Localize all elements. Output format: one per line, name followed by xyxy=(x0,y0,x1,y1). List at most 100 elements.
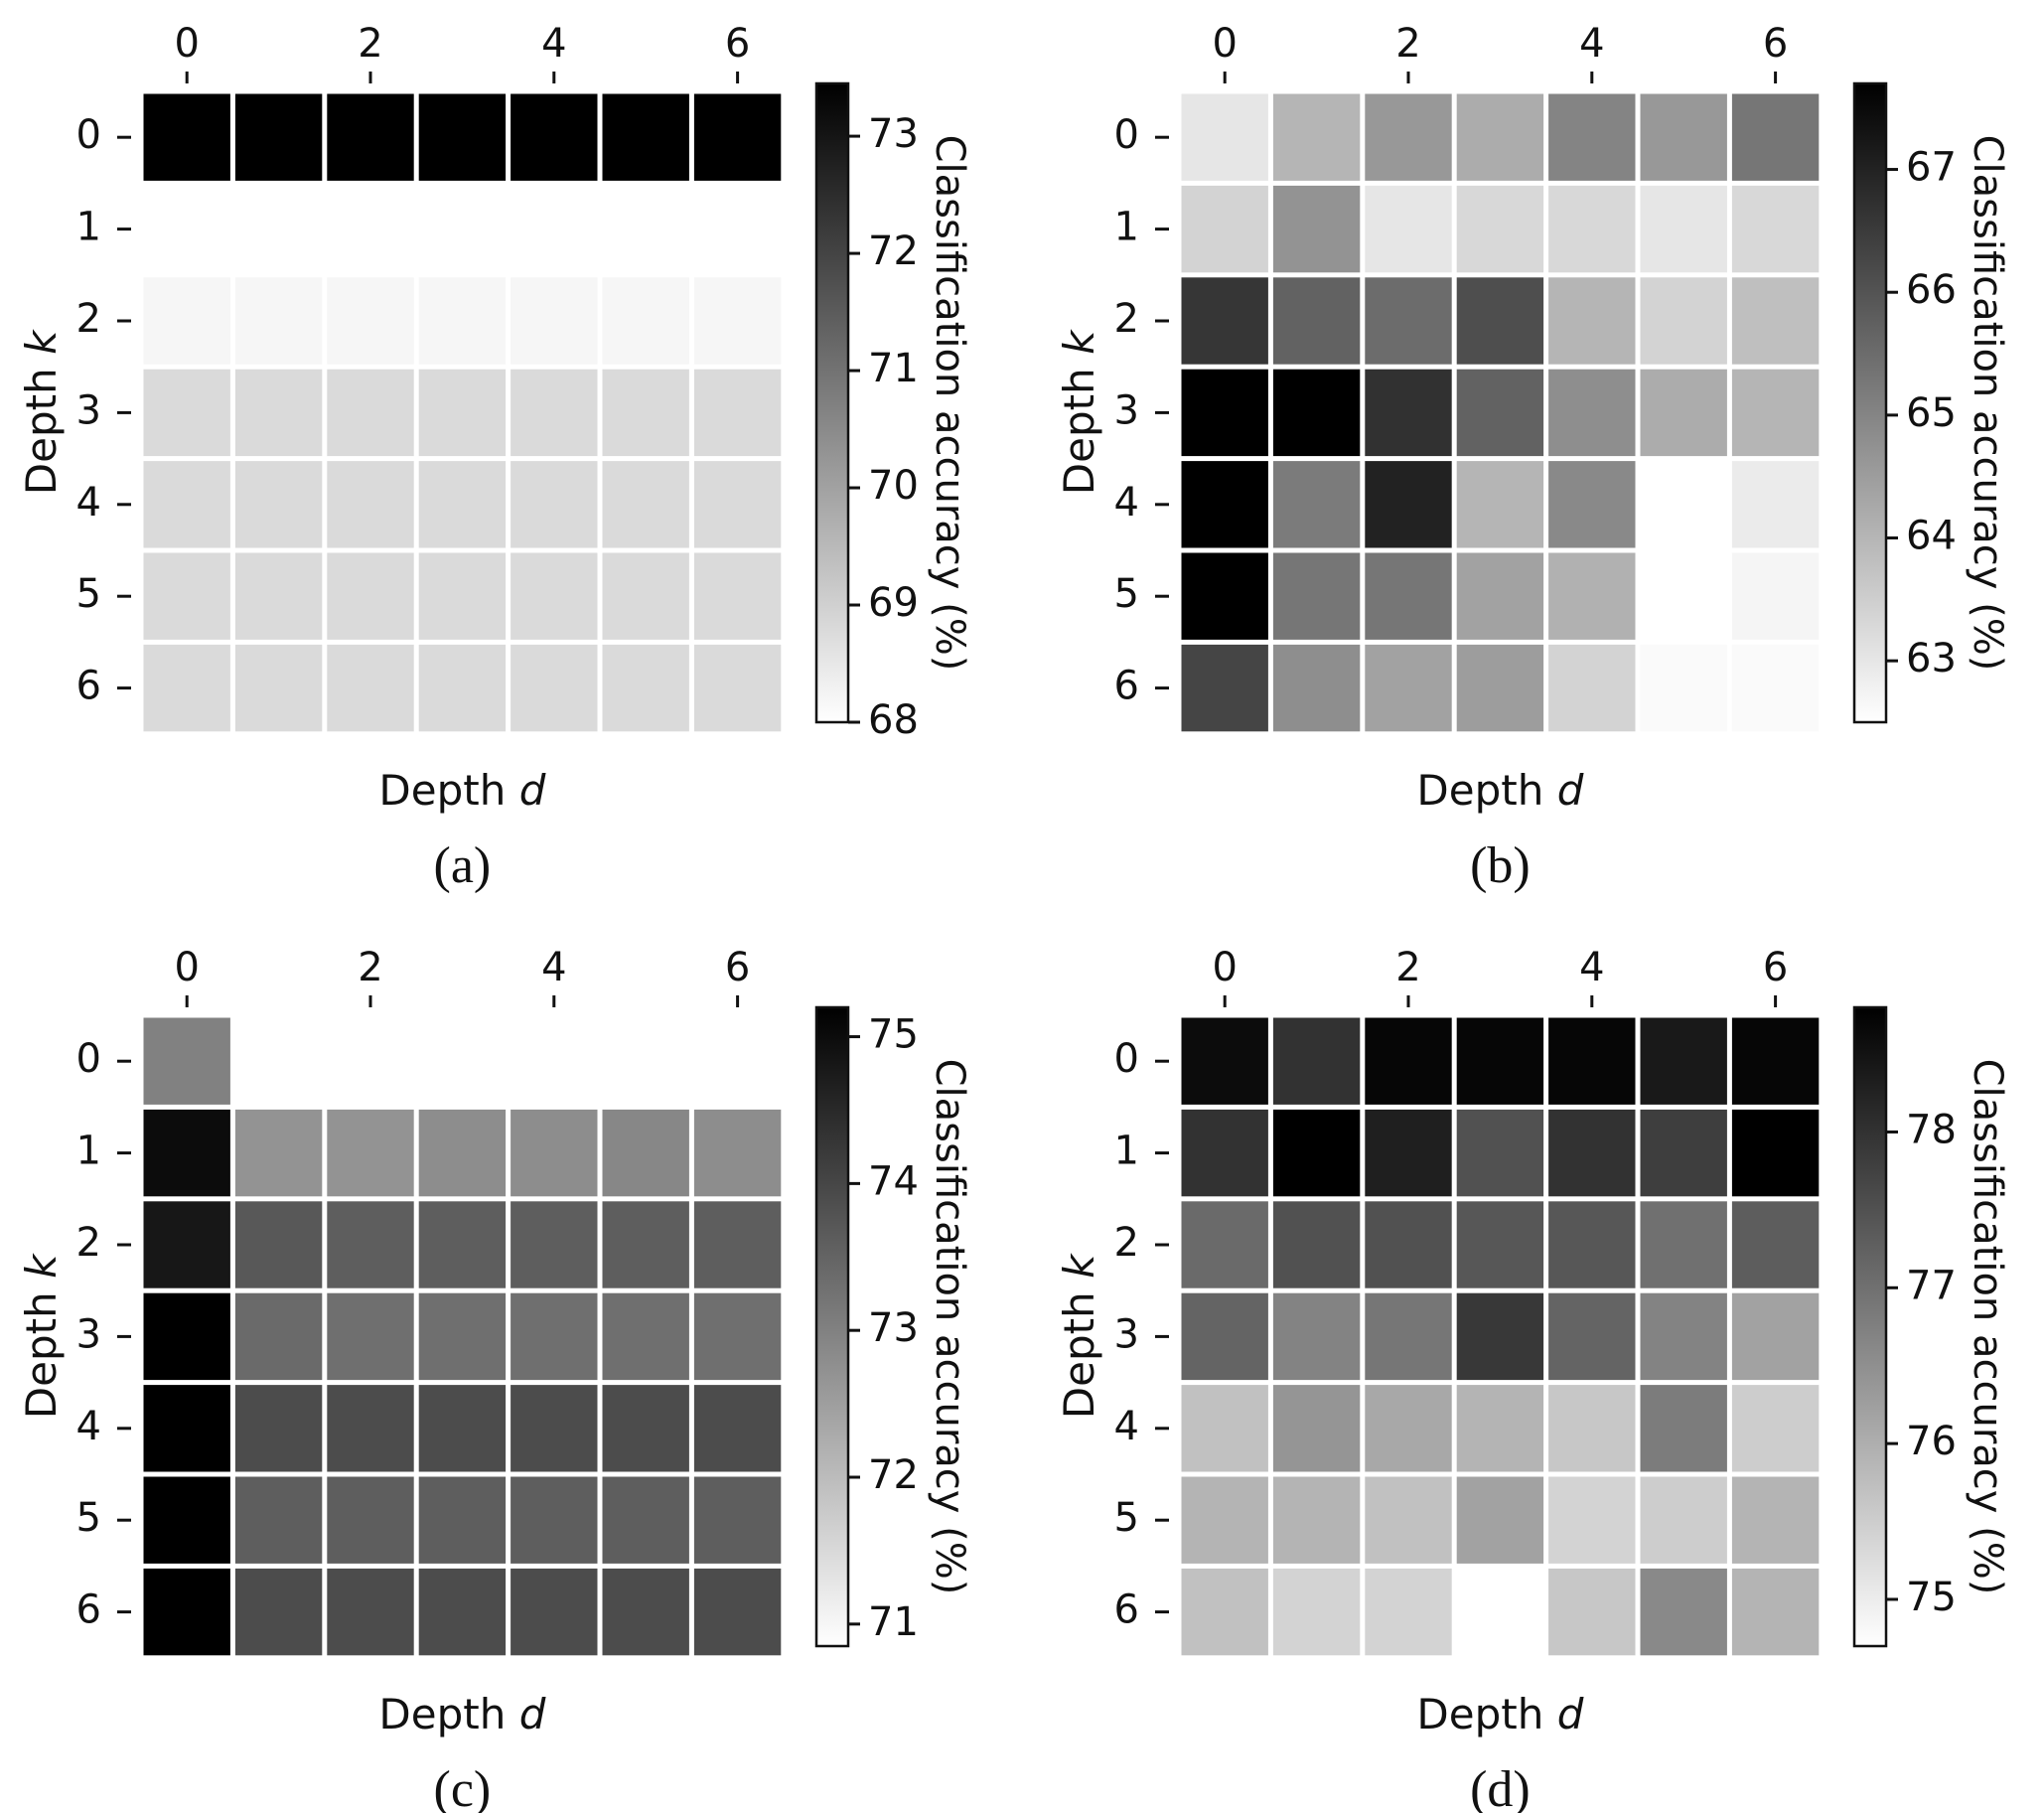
heatmap-cell xyxy=(1548,277,1636,365)
heatmap-cell xyxy=(418,644,507,732)
y-tick-label: 3 xyxy=(1114,387,1139,433)
heatmap-cell xyxy=(418,1292,507,1381)
y-tick-label: 4 xyxy=(1114,480,1139,526)
heatmap-cell xyxy=(1365,1568,1452,1656)
heatmap-cell xyxy=(143,369,230,457)
heatmap-cell xyxy=(1272,1568,1361,1656)
heatmap-cell xyxy=(1456,369,1544,457)
heatmap-cell xyxy=(511,552,598,640)
colorbar xyxy=(1852,81,1888,724)
heatmap-cell xyxy=(418,1568,507,1656)
heatmap-cell xyxy=(1365,1292,1452,1381)
heatmap-cell xyxy=(234,369,323,457)
heatmap-cell xyxy=(418,552,507,640)
heatmap-cell xyxy=(511,1385,598,1472)
heatmap-cell xyxy=(327,1476,414,1564)
heatmap-cell xyxy=(1272,552,1361,640)
colorbar-tick-label: 67 xyxy=(1906,145,1957,191)
heatmap-cell xyxy=(1456,277,1544,365)
heatmap-cell xyxy=(234,1201,323,1288)
panel-caption: (c) xyxy=(434,1761,492,1813)
colorbar xyxy=(1852,1005,1888,1648)
colorbar-label: Classification accuracy (%) xyxy=(1965,135,2010,672)
heatmap-cell xyxy=(693,461,782,548)
heatmap-cell xyxy=(511,1476,598,1564)
heatmap-cell xyxy=(234,1292,323,1381)
heatmap-cell xyxy=(1548,1109,1636,1197)
heatmap-cell xyxy=(327,552,414,640)
heatmap-cell xyxy=(327,644,414,732)
heatmap-cell xyxy=(1640,1017,1727,1105)
colorbar-tick-label: 71 xyxy=(868,1599,919,1645)
heatmap-cell xyxy=(1365,185,1452,273)
heatmap-cell xyxy=(1181,1292,1268,1381)
colorbar-tick-label: 65 xyxy=(1906,390,1957,436)
heatmap-cell xyxy=(143,1109,230,1197)
y-tick-label: 1 xyxy=(1114,205,1139,250)
heatmap-cell xyxy=(693,1109,782,1197)
colorbar-tick-label: 70 xyxy=(868,463,919,509)
x-tick-label: 0 xyxy=(1212,945,1237,990)
heatmap-cell xyxy=(1731,1292,1820,1381)
colorbar-tick-label: 77 xyxy=(1906,1263,1957,1308)
y-tick-label: 1 xyxy=(1114,1129,1139,1174)
heatmap-cell xyxy=(1365,1017,1452,1105)
heatmap-cell xyxy=(234,461,323,548)
heatmap-cell xyxy=(1548,1201,1636,1288)
heatmap-cell xyxy=(1548,93,1636,181)
heatmap-cell xyxy=(1548,644,1636,732)
heatmap-cell xyxy=(1456,552,1544,640)
heatmap-cell xyxy=(1181,185,1268,273)
heatmap-cell xyxy=(1731,277,1820,365)
heatmap-cell xyxy=(1272,1385,1361,1472)
x-axis-label: Depth d xyxy=(1416,766,1583,815)
colorbar-tick-label: 71 xyxy=(868,346,919,391)
heatmap-cell xyxy=(1456,1292,1544,1381)
x-tick-label: 4 xyxy=(1579,21,1604,67)
heatmap-cell xyxy=(327,1109,414,1197)
heatmap-cell xyxy=(1272,1109,1361,1197)
heatmap-cell xyxy=(418,1109,507,1197)
heatmap-cell xyxy=(1640,369,1727,457)
heatmap-cell xyxy=(327,1385,414,1472)
heatmap-cell xyxy=(602,552,689,640)
colorbar-tick-label: 76 xyxy=(1906,1419,1957,1464)
colorbar-tick-label: 73 xyxy=(868,111,919,157)
heatmap-cell xyxy=(327,93,414,181)
x-tick-label: 2 xyxy=(1395,945,1420,990)
heatmap-cell xyxy=(143,1292,230,1381)
colorbar-tick-label: 74 xyxy=(868,1158,919,1204)
heatmap-cell xyxy=(1548,1568,1636,1656)
heatmap-cell xyxy=(1456,644,1544,732)
heatmap-cell xyxy=(1365,461,1452,548)
heatmap-cell xyxy=(143,552,230,640)
y-tick-label: 2 xyxy=(1114,1220,1139,1266)
x-tick-label: 4 xyxy=(541,945,566,990)
heatmap-cell xyxy=(1181,1568,1268,1656)
heatmap-cell xyxy=(1365,1476,1452,1564)
heatmap-cell xyxy=(1731,461,1820,548)
heatmap-cell xyxy=(1365,1385,1452,1472)
heatmap-cell xyxy=(693,277,782,365)
x-tick-label: 4 xyxy=(541,21,566,67)
heatmap-cell xyxy=(1731,185,1820,273)
heatmap-cell xyxy=(693,93,782,181)
heatmap-cell xyxy=(327,369,414,457)
heatmap-cell xyxy=(1640,1292,1727,1381)
heatmap-cell xyxy=(1640,185,1727,273)
heatmap-cell xyxy=(511,277,598,365)
heatmap-cell xyxy=(327,1201,414,1288)
heatmap-cell xyxy=(1640,277,1727,365)
heatmap-cell xyxy=(1731,644,1820,732)
heatmap-cell xyxy=(1456,1201,1544,1288)
heatmap-cell xyxy=(1456,1385,1544,1472)
heatmap-cell xyxy=(1272,1476,1361,1564)
heatmap-cell xyxy=(693,1568,782,1656)
y-tick-label: 3 xyxy=(1114,1311,1139,1357)
heatmap-cell xyxy=(1365,1201,1452,1288)
heatmap-cell xyxy=(1640,1568,1727,1656)
y-tick-label: 4 xyxy=(76,1404,101,1449)
heatmap-cell xyxy=(511,1292,598,1381)
heatmap-cell xyxy=(143,644,230,732)
heatmap-cell xyxy=(143,1017,230,1105)
